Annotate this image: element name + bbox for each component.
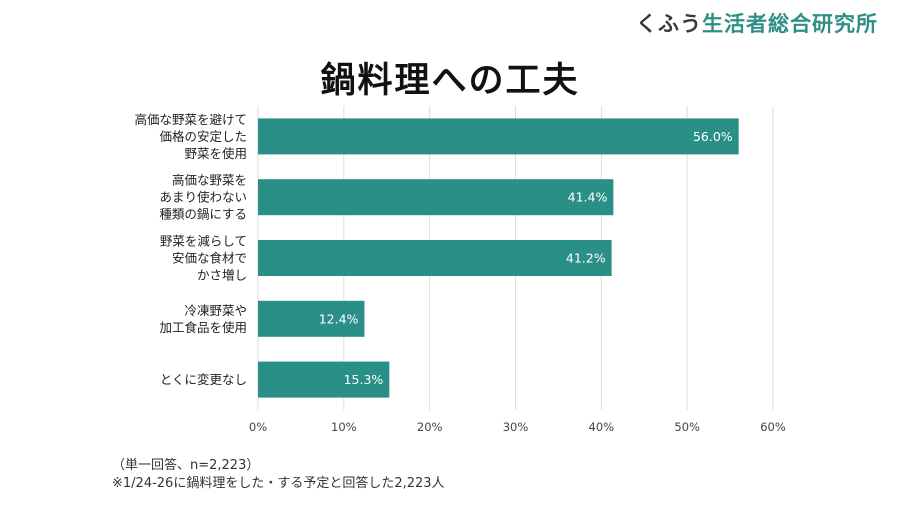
x-tick-label: 30% bbox=[503, 420, 529, 434]
category-label: 高価な野菜を bbox=[172, 173, 247, 188]
bar bbox=[258, 240, 612, 276]
data-label: 12.4% bbox=[319, 311, 359, 326]
data-label: 15.3% bbox=[344, 372, 384, 387]
bar bbox=[258, 361, 390, 398]
x-tick-label: 50% bbox=[674, 420, 700, 434]
x-tick-label: 10% bbox=[331, 420, 357, 434]
population-note: ※1/24-26に鍋料理をした・する予定と回答した2,223人 bbox=[112, 476, 445, 491]
brand-name: 生活者総合研究所 bbox=[702, 12, 878, 36]
bar bbox=[258, 300, 365, 337]
data-label: 41.2% bbox=[566, 251, 606, 266]
data-label: 56.0% bbox=[693, 129, 733, 144]
sample-note: （単一回答、n=2,223） bbox=[112, 458, 260, 473]
data-label: 41.4% bbox=[568, 190, 608, 205]
category-label: 野菜を減らして bbox=[160, 234, 247, 249]
category-label: 価格の安定した bbox=[159, 129, 247, 144]
category-label: 野菜を使用 bbox=[184, 146, 247, 161]
category-label: 加工食品を使用 bbox=[159, 320, 247, 335]
x-tick-label: 20% bbox=[417, 420, 443, 434]
bar bbox=[258, 179, 614, 216]
category-label: かさ増し bbox=[197, 268, 247, 283]
x-tick-label: 60% bbox=[760, 420, 786, 434]
category-label: 安価な食材で bbox=[172, 251, 247, 266]
category-label: あまり使わない bbox=[159, 190, 247, 205]
bar bbox=[258, 118, 739, 155]
x-tick-label: 0% bbox=[249, 420, 267, 434]
brand-kana: くふう bbox=[636, 12, 702, 36]
chart-title: 鍋料理への工夫 bbox=[320, 61, 580, 101]
brand-logo: くふう生活者総合研究所 bbox=[636, 8, 878, 38]
category-label: 種類の鍋にする bbox=[159, 207, 247, 222]
category-label: 高価な野菜を避けて bbox=[134, 112, 247, 127]
x-tick-label: 40% bbox=[589, 420, 615, 434]
category-label: とくに変更なし bbox=[160, 372, 247, 387]
category-label: 冷凍野菜や bbox=[184, 303, 247, 318]
